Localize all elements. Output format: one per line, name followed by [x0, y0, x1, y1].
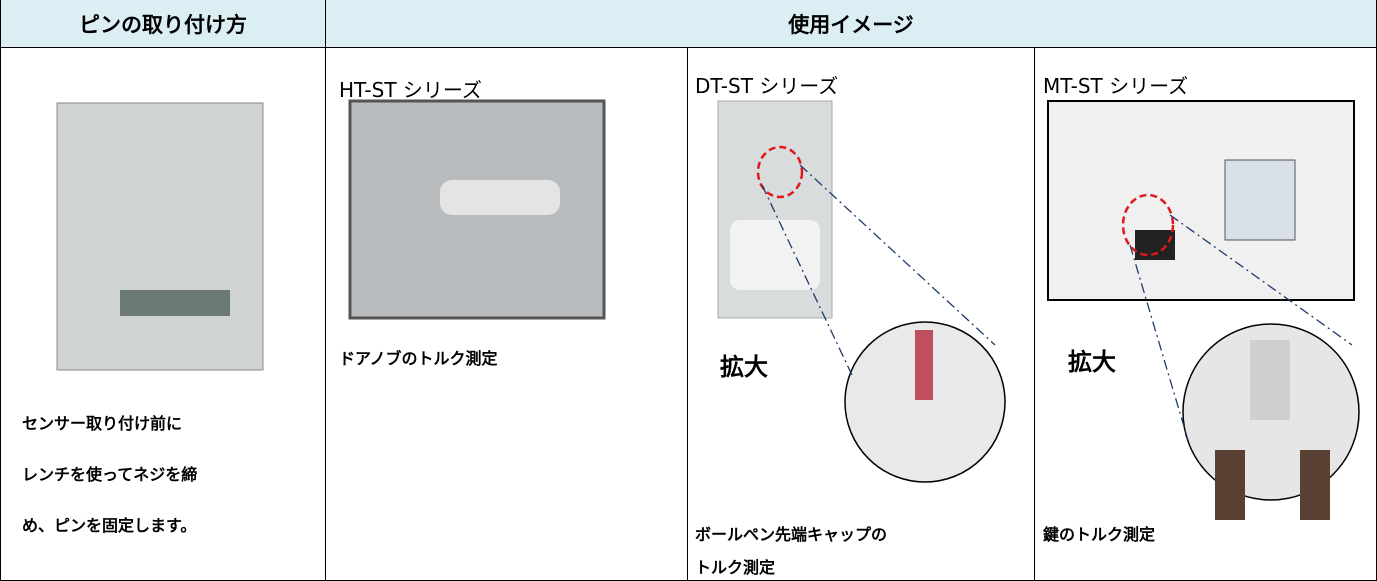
- zoom-label: 拡大: [720, 353, 768, 381]
- photo-detail: [1135, 230, 1175, 260]
- photo-detail: [440, 180, 560, 215]
- photo-detail: [1300, 450, 1330, 520]
- zoom-label: 拡大: [1068, 348, 1116, 376]
- caption: め、ピンを固定します。: [22, 516, 197, 535]
- photo-detail: [730, 220, 820, 290]
- photo-detail: [915, 330, 933, 400]
- header-cell: 使用イメージ: [326, 0, 1376, 48]
- header-cell: ピンの取り付け方: [1, 0, 325, 48]
- photo-detail: [1224, 159, 1296, 241]
- photo-detail: [120, 290, 230, 316]
- caption: ボールペン先端キャップの: [695, 525, 888, 544]
- series-title: MT-ST シリーズ: [1043, 74, 1189, 98]
- leader-lines: [761, 164, 1353, 441]
- photo-detail: [1215, 450, 1245, 520]
- highlight-circle: [1121, 193, 1175, 257]
- photo-detail: [1250, 340, 1290, 420]
- photo-pin: [56, 102, 264, 371]
- caption: トルク測定: [695, 558, 776, 577]
- photo-mt: [1047, 100, 1355, 301]
- zoom-circle: [844, 321, 1006, 483]
- caption: 鍵のトルク測定: [1043, 525, 1156, 544]
- caption: センサー取り付け前に: [22, 414, 183, 433]
- series-title: HT-ST シリーズ: [339, 78, 482, 102]
- highlight-circle: [756, 145, 804, 199]
- caption: ドアノブのトルク測定: [339, 349, 498, 368]
- series-title: DT-ST シリーズ: [695, 74, 839, 98]
- caption: レンチを使ってネジを締: [22, 465, 198, 484]
